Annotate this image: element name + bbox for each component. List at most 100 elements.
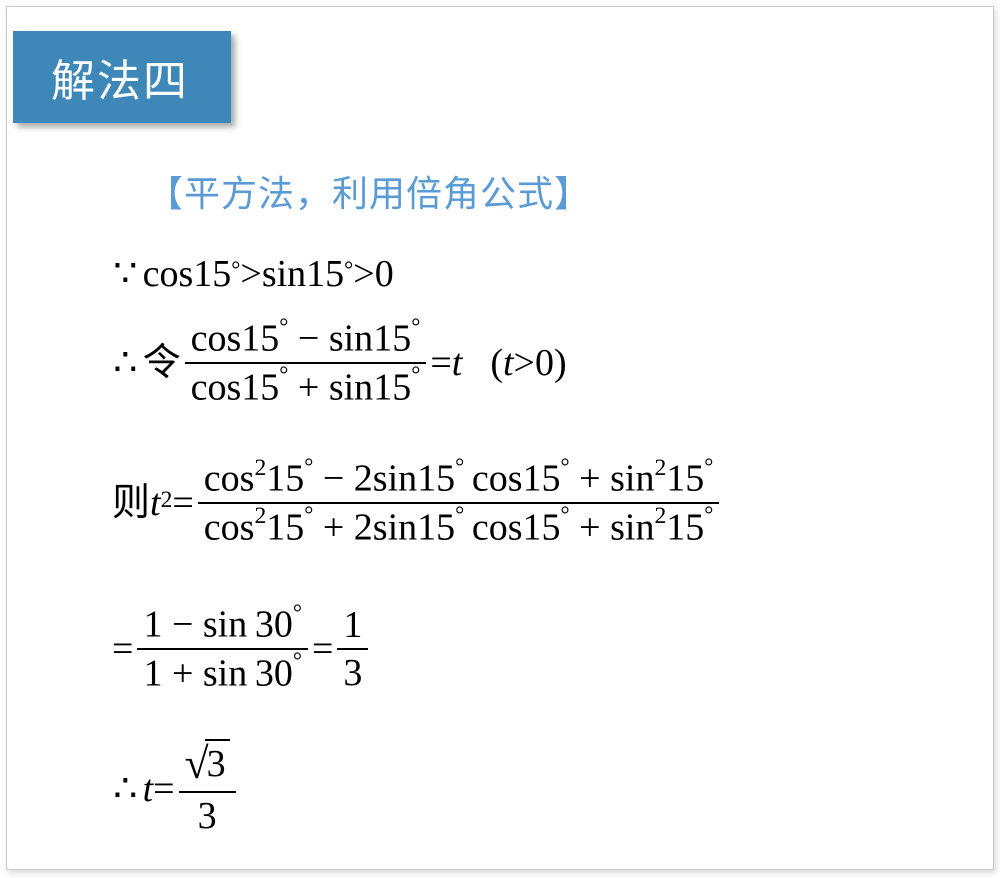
l1-sin: sin: [262, 255, 306, 293]
l4n-d: °: [293, 600, 302, 625]
l3d-s2: 2: [654, 503, 666, 529]
l4n-sin: sin: [203, 604, 247, 646]
l3n-m: −: [313, 458, 353, 500]
l5-num: √3: [179, 743, 236, 791]
l3n-p: +: [570, 458, 610, 500]
l2d-d1: °: [279, 362, 288, 387]
l5-den: 3: [179, 791, 236, 835]
therefore-icon-2: [112, 770, 139, 808]
l4-eq2: =: [312, 630, 333, 668]
l1-deg2: °: [344, 259, 353, 282]
l2n-sin: sin: [329, 318, 373, 360]
l3d-s1: 2: [254, 503, 266, 529]
l4d-1: 1: [143, 652, 162, 694]
l2d-plus: +: [288, 366, 328, 408]
l1-deg1: °: [231, 259, 240, 282]
math-line-1: cos15° > sin15° > 0: [112, 255, 394, 293]
l2n-d2: °: [411, 314, 420, 339]
l3d-d4: °: [704, 502, 713, 527]
l3n-s2: 2: [654, 455, 666, 481]
l2n-a2: 15: [373, 318, 411, 360]
l2-tg: t: [503, 344, 514, 382]
l1-zero: 0: [375, 255, 394, 293]
l3d-d3: °: [561, 502, 570, 527]
l3d-cos: cos: [204, 506, 255, 548]
l4n-a: 30: [255, 604, 293, 646]
l3n-a2: 15: [417, 458, 455, 500]
l4-den1: 1 + sin 30°: [137, 648, 308, 693]
l3d-p1: +: [313, 506, 353, 548]
l3n-d2: °: [455, 454, 464, 479]
l3n-a1: 15: [266, 458, 304, 500]
l3n-cos2: cos: [472, 458, 523, 500]
l5-sqrt: 3: [207, 745, 230, 783]
l3n-2: 2: [354, 458, 373, 500]
math-line-3: 则 t2 = cos215° − 2sin15° cos15° + sin215…: [112, 459, 723, 546]
l3n-sin1: sin: [373, 458, 417, 500]
l3d-cos2: cos: [472, 506, 523, 548]
l3d-2: 2: [354, 506, 373, 548]
solution-card: 解法四 【平方法，利用倍角公式】 cos15° > sin15° > 0 令 c…: [6, 6, 994, 870]
l2-eq: =: [430, 344, 451, 382]
l5-t: t: [143, 770, 154, 808]
l2d-cos: cos: [191, 366, 242, 408]
l2-po: (: [490, 344, 503, 382]
l2n-a1: 15: [241, 318, 279, 360]
badge-text: 解法四: [51, 57, 189, 106]
l2d-sin: sin: [329, 366, 373, 408]
l2n-minus: −: [288, 318, 328, 360]
l3d-sin1: sin: [373, 506, 417, 548]
l3d-p2: +: [570, 506, 610, 548]
l4-num1: 1 − sin 30°: [137, 605, 308, 648]
l2n-cos: cos: [191, 318, 242, 360]
l5-rad: 3: [205, 739, 230, 785]
l4n-1: 1: [143, 604, 162, 646]
l4d-d: °: [293, 648, 302, 673]
l3n-d3: °: [561, 454, 570, 479]
method-subtitle: 【平方法，利用倍角公式】: [147, 165, 591, 217]
l2-t: t: [452, 344, 463, 382]
l3-then: 则: [112, 484, 150, 522]
l1-ang2: 15: [306, 255, 344, 293]
l3d-d1: °: [304, 502, 313, 527]
l1-gt2: >: [353, 255, 374, 293]
l3n-a4: 15: [666, 458, 704, 500]
because-icon: [112, 255, 139, 293]
l5-eq: =: [153, 770, 174, 808]
l4-fraction-1: 1 − sin 30° 1 + sin 30°: [137, 605, 308, 692]
l1-gt1: >: [240, 255, 261, 293]
l1-ang1: 15: [193, 255, 231, 293]
l2d-a2: 15: [373, 366, 411, 408]
math-line-4: = 1 − sin 30° 1 + sin 30° = 1 3: [112, 605, 372, 692]
l1-cos: cos: [143, 255, 194, 293]
l3d-a2: 15: [417, 506, 455, 548]
l2-zero: 0: [535, 344, 554, 382]
l3-eq: =: [172, 484, 193, 522]
l2-gt: >: [514, 344, 535, 382]
l3n-d4: °: [704, 454, 713, 479]
l3-tsq: 2: [161, 489, 173, 513]
l2-pc: ): [554, 344, 567, 382]
l4-eq1: =: [112, 630, 133, 668]
l3-t: t: [150, 484, 161, 522]
math-line-2: 令 cos15° − sin15° cos15° + sin15° = t (t…: [112, 319, 567, 406]
l3n-d1: °: [304, 454, 313, 479]
l4d-p: +: [162, 652, 202, 694]
l3n-a3: 15: [523, 458, 561, 500]
l4n-m: −: [162, 604, 202, 646]
l3-denominator: cos215° + 2sin15° cos15° + sin215°: [198, 502, 720, 547]
l2-numerator: cos15° − sin15°: [185, 319, 427, 362]
l3d-a4: 15: [666, 506, 704, 548]
math-line-5: t = √3 3: [112, 743, 240, 835]
l2-fraction: cos15° − sin15° cos15° + sin15°: [185, 319, 427, 406]
l3n-s1: 2: [254, 455, 266, 481]
l3d-a1: 15: [266, 506, 304, 548]
l3-numerator: cos215° − 2sin15° cos15° + sin215°: [198, 459, 720, 502]
therefore-icon-1: [112, 344, 139, 382]
l2n-d1: °: [279, 314, 288, 339]
l2-let: 令: [143, 344, 181, 382]
l3n-cos: cos: [204, 458, 255, 500]
l4d-sin: sin: [203, 652, 247, 694]
method-badge: 解法四: [13, 31, 231, 123]
l4d-a: 30: [255, 652, 293, 694]
